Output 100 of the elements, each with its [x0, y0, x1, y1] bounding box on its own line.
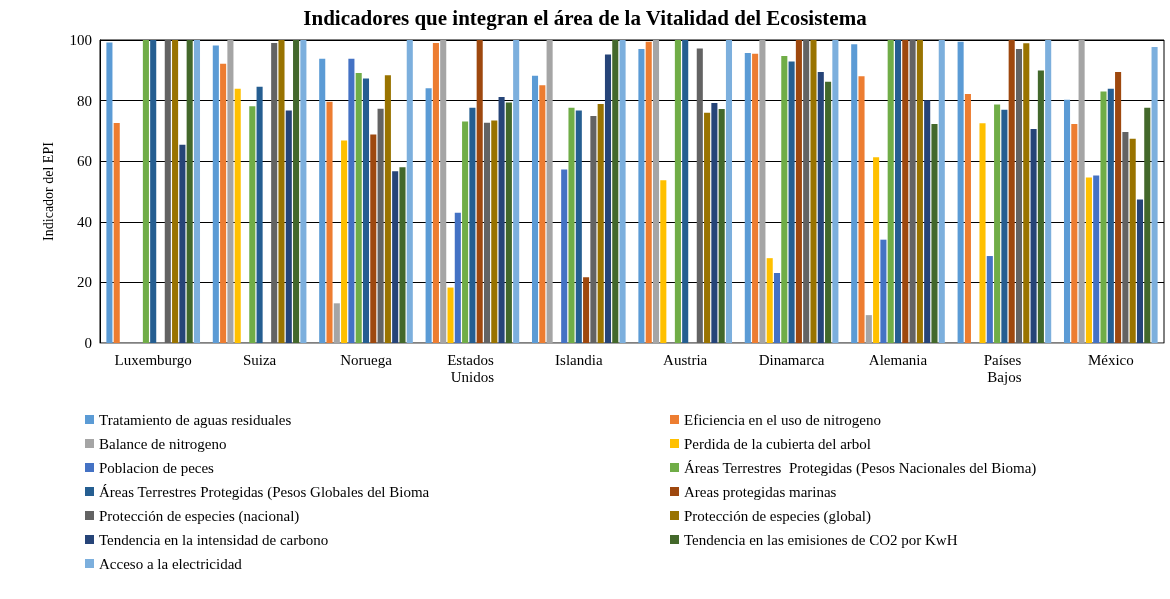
bar: [902, 40, 909, 343]
bar: [326, 101, 333, 343]
bar: [696, 48, 703, 343]
bar: [612, 40, 619, 343]
bar: [319, 58, 326, 343]
bar: [832, 40, 839, 343]
bar: [106, 42, 113, 343]
bar: [1115, 72, 1122, 343]
bar: [924, 100, 931, 343]
bar: [377, 108, 384, 343]
bar: [406, 40, 413, 343]
bar: [432, 43, 439, 343]
bar: [1093, 175, 1100, 343]
bar: [425, 88, 432, 343]
y-tick-label: 80: [77, 92, 92, 109]
bar: [674, 40, 681, 343]
bar: [1136, 199, 1144, 343]
bar: [1037, 70, 1044, 343]
bar: [1151, 46, 1158, 343]
bar: [851, 44, 858, 343]
legend-label: Perdida de la cubierta del arbol: [684, 435, 872, 452]
x-tick-label: Noruega: [340, 351, 393, 368]
bar: [711, 103, 718, 343]
bar: [583, 277, 590, 343]
x-tick-label: Dinamarca: [758, 351, 825, 368]
legend-label: Áreas Terrestres Protegidas (Pesos Globales del Bioma: [99, 483, 430, 501]
bar: [781, 56, 788, 343]
bar: [1144, 107, 1151, 343]
x-tick-label: Alemania: [868, 351, 928, 368]
bar: [476, 40, 483, 343]
bar: [220, 63, 227, 343]
y-tick-label: 0: [84, 335, 92, 351]
bar: [568, 107, 575, 343]
bar: [803, 40, 810, 343]
bar: [355, 73, 362, 343]
bar: [1023, 43, 1030, 343]
bar: [795, 40, 802, 343]
bar: [1071, 123, 1078, 343]
bar: [810, 40, 817, 343]
bar: [179, 144, 186, 343]
bar: [604, 54, 612, 343]
bar: [142, 40, 149, 343]
bar: [1107, 88, 1114, 343]
bar: [931, 123, 938, 343]
bar: [704, 112, 711, 343]
x-tick-label: Islandia: [555, 351, 603, 368]
legend-label: Tendencia en la intensidad de carbono: [99, 531, 329, 548]
bar: [498, 96, 505, 343]
bar: [212, 45, 219, 343]
bar: [938, 40, 945, 343]
bar: [561, 169, 568, 343]
bar: [447, 287, 454, 343]
bar: [638, 49, 645, 343]
legend-label: Areas protegidas marinas: [684, 483, 837, 500]
bar: [744, 53, 751, 343]
legend-label: Áreas Terrestres Protegidas (Pesos Nacionales del Bioma): [684, 459, 1037, 477]
bar: [186, 40, 193, 343]
bar: [150, 40, 157, 343]
bar: [645, 41, 652, 343]
bar: [660, 180, 667, 343]
bar: [1100, 91, 1107, 343]
bar: [505, 102, 512, 343]
bar: [1015, 49, 1023, 343]
bar: [300, 40, 307, 343]
bar: [718, 109, 725, 343]
bar: [682, 40, 689, 343]
legend-label: Protección de especies (nacional): [99, 507, 300, 525]
legend-label: Tendencia en las emisiones de CO2 por KwH: [684, 531, 958, 548]
x-tick-label: Austria: [663, 351, 708, 368]
legend-label: Protección de especies (global): [684, 507, 872, 525]
legend-label: Acceso a la electricidad: [99, 555, 243, 572]
y-tick-label: 100: [69, 32, 92, 48]
bar: [539, 85, 546, 343]
bar: [249, 106, 256, 343]
bar: [1063, 99, 1071, 343]
bar: [575, 110, 582, 343]
legend-label: Tratamiento de aguas residuales: [99, 411, 292, 428]
bar: [979, 123, 986, 343]
bar: [1085, 177, 1092, 343]
y-tick-label: 40: [77, 213, 92, 230]
bar: [752, 53, 759, 343]
legend-label: Balance de nitrogeno: [99, 435, 227, 452]
bar: [858, 76, 865, 343]
bar: [825, 81, 832, 343]
x-tick-label: Suiza: [242, 351, 277, 368]
bar: [454, 212, 461, 343]
bar: [491, 120, 498, 343]
bar: [234, 88, 241, 343]
x-tick-label: Países Bajos: [983, 351, 1026, 385]
bar: [873, 157, 880, 343]
bar: [399, 167, 406, 343]
legend-label: Poblacion de peces: [99, 459, 215, 476]
bar: [1030, 129, 1037, 343]
bar: [1129, 138, 1136, 343]
bar: [986, 256, 993, 343]
bar: [164, 40, 171, 343]
bar: [293, 40, 300, 343]
bar: [597, 103, 604, 343]
bar: [1001, 109, 1008, 343]
bar: [193, 40, 201, 343]
